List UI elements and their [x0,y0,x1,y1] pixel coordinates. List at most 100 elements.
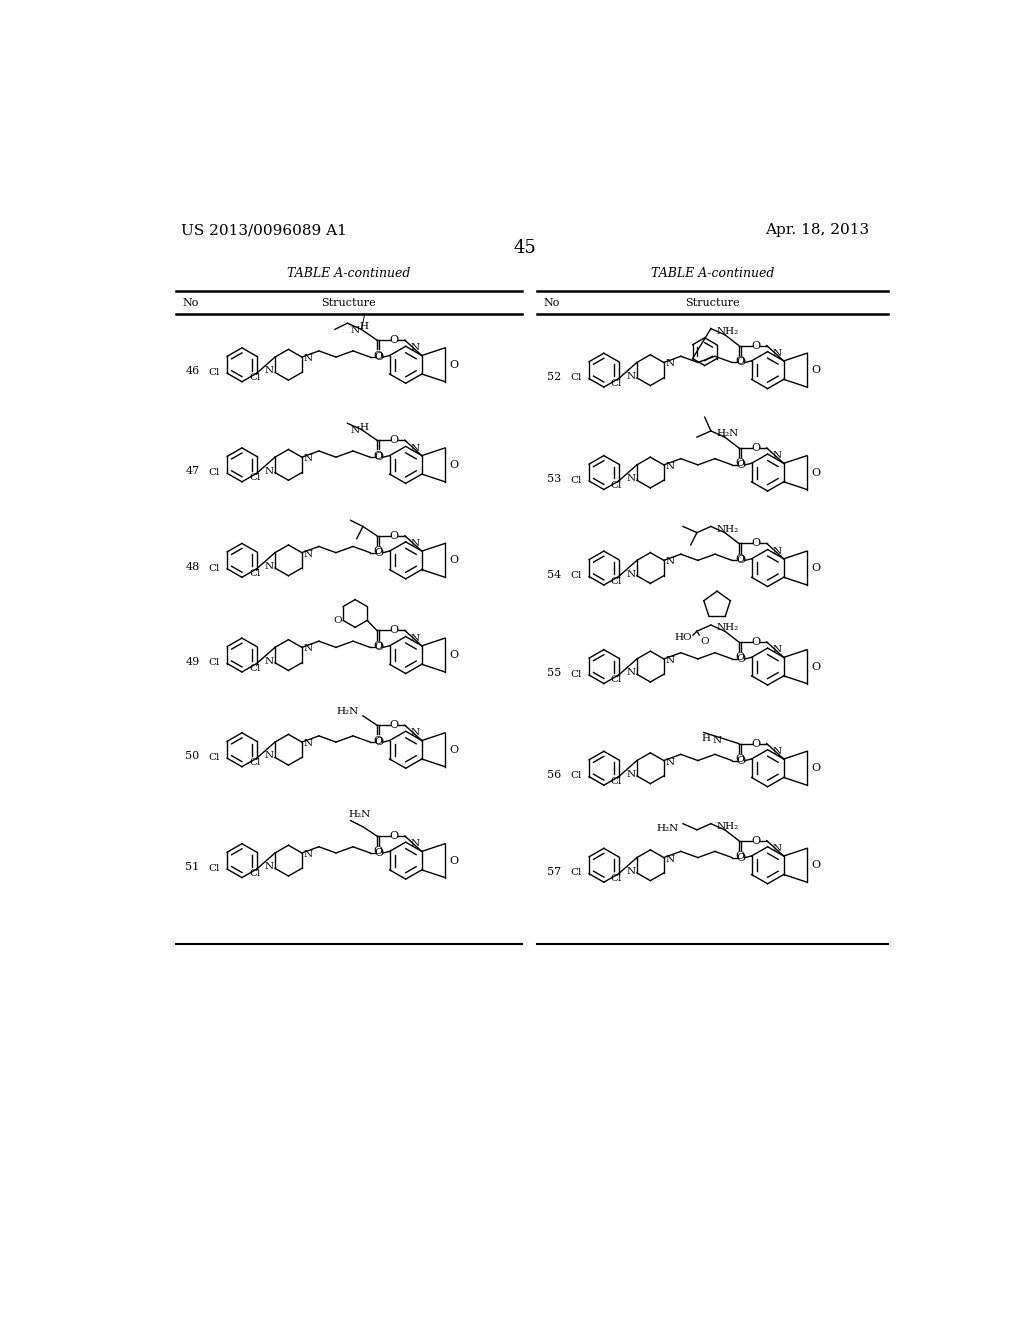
Text: NH₂: NH₂ [717,623,739,632]
Text: 51: 51 [185,862,200,873]
Text: Cl: Cl [570,374,582,383]
Text: 46: 46 [185,367,200,376]
Text: Cl: Cl [208,469,219,477]
Text: H: H [701,734,711,743]
Text: Cl: Cl [249,569,260,578]
Text: O: O [450,649,459,660]
Text: N: N [350,326,359,334]
Text: N: N [666,359,675,368]
Text: N: N [411,444,420,453]
Text: Structure: Structure [685,298,739,308]
Text: Cl: Cl [611,482,623,490]
Text: O: O [752,341,761,351]
Text: 53: 53 [547,474,561,484]
Text: N: N [713,737,722,744]
Text: N: N [627,474,635,483]
Text: O: O [812,661,821,672]
Text: O: O [736,556,745,565]
Text: N: N [666,557,675,566]
Text: O: O [735,851,744,861]
Text: O: O [736,358,745,367]
Text: Cl: Cl [570,475,582,484]
Text: Cl: Cl [570,771,582,780]
Text: NH₂: NH₂ [717,327,739,337]
Text: N: N [303,644,312,653]
Text: O: O [752,739,761,748]
Text: O: O [375,737,384,747]
Text: TABLE A-continued: TABLE A-continued [287,267,411,280]
Text: N: N [627,372,635,380]
Text: O: O [375,453,384,462]
Text: N: N [772,546,781,556]
Text: O: O [752,539,761,548]
Text: 48: 48 [185,562,200,572]
Text: N: N [666,758,675,767]
Text: H₂N: H₂N [349,810,371,818]
Text: Cl: Cl [611,379,623,388]
Text: O: O [735,652,744,663]
Text: N: N [264,562,273,572]
Text: Cl: Cl [570,572,582,581]
Text: O: O [735,754,744,764]
Text: O: O [812,763,821,774]
Text: N: N [666,462,675,471]
Text: O: O [375,643,384,652]
Text: HO: HO [675,632,692,642]
Text: O: O [736,459,745,470]
Text: O: O [735,356,744,366]
Text: N: N [772,747,781,756]
Text: US 2013/0096089 A1: US 2013/0096089 A1 [180,223,346,238]
Text: O: O [450,360,459,370]
Text: O: O [736,755,745,766]
Text: 54: 54 [547,570,561,579]
Text: N: N [264,751,273,760]
Text: N: N [772,843,781,853]
Text: 55: 55 [547,668,561,678]
Text: N: N [772,348,781,358]
Text: N: N [411,343,420,352]
Text: Cl: Cl [249,374,260,383]
Text: O: O [812,467,821,478]
Text: Cl: Cl [249,870,260,878]
Text: N: N [303,454,312,463]
Text: Cl: Cl [208,659,219,667]
Text: N: N [264,367,273,375]
Text: N: N [411,840,420,849]
Text: 56: 56 [547,770,561,780]
Text: 57: 57 [547,867,560,876]
Text: O: O [736,853,745,862]
Text: Structure: Structure [322,298,376,308]
Text: H₂N: H₂N [336,706,358,715]
Text: No: No [182,298,199,308]
Text: N: N [627,570,635,578]
Text: Apr. 18, 2013: Apr. 18, 2013 [765,223,869,238]
Text: O: O [389,531,398,541]
Text: Cl: Cl [249,759,260,767]
Text: Cl: Cl [208,752,219,762]
Text: O: O [389,335,398,345]
Text: Cl: Cl [611,676,623,684]
Text: N: N [666,854,675,863]
Text: 45: 45 [513,239,537,257]
Text: O: O [389,832,398,841]
Text: N: N [772,645,781,655]
Text: N: N [303,850,312,859]
Text: 50: 50 [185,751,200,762]
Text: H: H [360,322,369,331]
Text: Cl: Cl [208,368,219,378]
Text: N: N [411,729,420,738]
Text: N: N [627,668,635,677]
Text: O: O [812,564,821,573]
Text: O: O [389,436,398,445]
Text: N: N [303,354,312,363]
Text: N: N [303,549,312,558]
Text: Cl: Cl [208,863,219,873]
Text: N: N [411,634,420,643]
Text: O: O [373,846,382,857]
Text: 49: 49 [185,656,200,667]
Text: Cl: Cl [249,664,260,673]
Text: N: N [303,739,312,748]
Text: N: N [411,539,420,548]
Text: O: O [373,546,382,556]
Text: H₂N: H₂N [656,824,678,833]
